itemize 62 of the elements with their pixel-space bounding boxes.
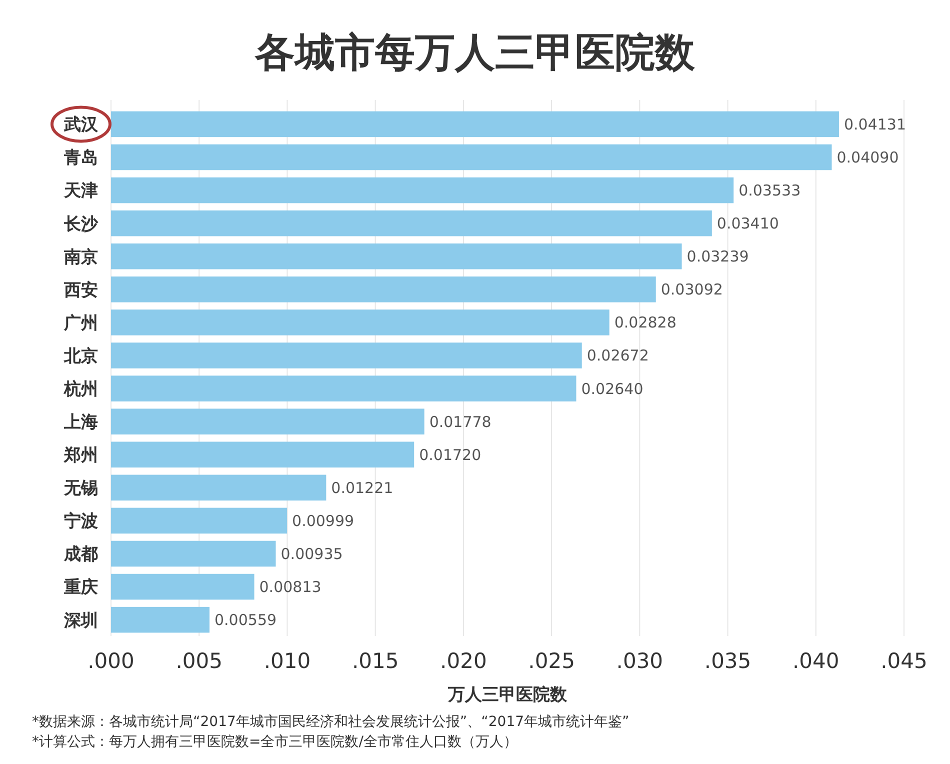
bar: [111, 243, 682, 270]
data-label: 0.02828: [614, 314, 676, 332]
data-label: 0.03410: [716, 214, 779, 233]
bar: [111, 376, 576, 402]
y-tick-label: 成都: [63, 544, 98, 565]
bar: [111, 310, 610, 336]
data-label: 0.00813: [259, 578, 322, 596]
x-tick-label: .030: [616, 649, 664, 673]
y-tick-label: 宁波: [64, 512, 98, 532]
bar: [111, 508, 288, 534]
data-label: 0.03092: [660, 280, 723, 299]
bar: [111, 442, 414, 468]
x-axis-title: 万人三甲医院数: [447, 685, 568, 705]
bar: [111, 342, 582, 368]
data-label: 0.03533: [738, 182, 801, 200]
data-label: 0.04131: [844, 115, 906, 134]
bar: [111, 210, 712, 236]
bar: [111, 408, 424, 434]
y-tick-label: 无锡: [63, 478, 98, 499]
x-tick-label: .005: [176, 649, 222, 673]
x-tick-label: .000: [88, 649, 134, 673]
data-label: 0.03239: [686, 248, 749, 266]
data-label: 0.02672: [586, 346, 649, 365]
y-tick-label: 杭州: [63, 379, 98, 400]
data-label: 0.00559: [214, 611, 277, 630]
y-tick-label: 武汉: [63, 115, 99, 136]
x-tick-label: .015: [352, 649, 399, 673]
data-label: 0.01221: [331, 478, 394, 497]
y-tick-label: 长沙: [63, 214, 99, 234]
bar: [111, 111, 839, 138]
bar: [111, 574, 254, 600]
x-tick-label: .035: [704, 649, 752, 673]
y-tick-label: 郑州: [63, 446, 98, 466]
bar: [111, 540, 276, 567]
bar: [111, 474, 326, 501]
data-label: 0.01720: [419, 446, 482, 464]
data-label: 0.00999: [292, 512, 354, 530]
x-tick-label: .045: [880, 649, 928, 673]
data-label: 0.01778: [429, 412, 492, 431]
y-tick-label: 天津: [63, 181, 98, 202]
text: *计算公式：每万人拥有三甲医院数=全市三甲医院数/全市常住人口数（万人）: [32, 734, 518, 750]
data-label: 0.02640: [581, 380, 644, 398]
x-tick-label: .025: [528, 649, 575, 673]
data-label: 0.04090: [836, 148, 899, 166]
y-tick-label: 广州: [63, 313, 98, 334]
bar: [111, 276, 656, 302]
y-tick-label: 西安: [63, 280, 98, 300]
y-tick-label: 北京: [63, 346, 98, 366]
chart-title: 各城市每万人三甲医院数: [254, 30, 696, 76]
x-tick-label: .020: [440, 649, 487, 673]
bar: [111, 606, 210, 633]
y-tick-label: 南京: [63, 247, 98, 268]
bar: [111, 177, 734, 204]
x-tick-label: .040: [792, 649, 840, 673]
y-tick-label: 深圳: [63, 610, 98, 631]
y-tick-label: 上海: [63, 412, 98, 433]
data-label: 0.00935: [280, 544, 343, 563]
y-tick-label: 重庆: [63, 578, 98, 598]
bar: [111, 144, 832, 170]
y-tick-label: 青岛: [63, 148, 98, 168]
x-tick-label: .010: [264, 649, 311, 673]
text: *数据来源：各城市统计局“2017年城市国民经济和社会发展统计公报”、“2017年城市统计年鉴”: [32, 714, 630, 730]
